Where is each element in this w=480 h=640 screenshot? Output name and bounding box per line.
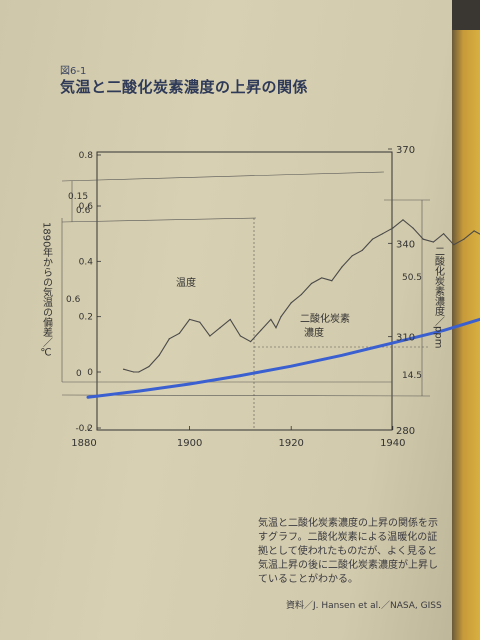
y-left-tick-label: 0.8	[79, 151, 94, 161]
temperature-point	[331, 280, 333, 282]
temperature-point	[341, 266, 343, 268]
annot-left-0: 0	[76, 369, 82, 379]
figure-number: 図6-1	[60, 66, 87, 77]
temperature-point	[382, 233, 384, 235]
temperature-point	[260, 329, 262, 332]
co2-point	[290, 365, 293, 368]
temperature-point	[270, 318, 272, 321]
temperature-point	[321, 277, 323, 279]
co2-point	[239, 374, 242, 377]
temperature-point	[310, 282, 313, 285]
temperature-point	[209, 335, 211, 337]
temperature-point	[229, 318, 231, 321]
guide-temp-peak-line	[61, 217, 257, 223]
y-left-tick-label: -0.2	[75, 424, 93, 434]
temperature-point	[432, 241, 435, 243]
temperature-point	[402, 219, 404, 221]
temperature-point	[122, 368, 125, 370]
co2-point	[87, 396, 89, 399]
temperature-point	[280, 316, 282, 318]
y-left-tick-label: 0	[87, 368, 93, 378]
temperature-point	[219, 327, 221, 329]
temperature-point	[239, 335, 241, 337]
figure-title: 気温と二酸化炭素濃度の上昇の関係	[60, 78, 309, 96]
temperature-point	[249, 340, 252, 343]
temperature-point	[189, 318, 191, 321]
y-left-tick-label: 0.6	[79, 202, 94, 212]
guide-base-line	[61, 394, 431, 397]
annot-co2-label: 二酸化炭素濃度	[300, 312, 350, 339]
x-tick-label: 1900	[177, 438, 202, 449]
x-tick-label: 1920	[278, 438, 303, 449]
y-left-tick-label: 0.4	[79, 257, 94, 267]
temperature-point	[199, 321, 201, 323]
temperature-point	[371, 238, 374, 240]
annot-left-0-6-upper: 0.6	[76, 206, 91, 216]
temperature-point	[290, 302, 292, 304]
temperature-point	[422, 238, 424, 240]
temperature-point	[361, 249, 363, 251]
annot-right-50-5: 50.5	[402, 273, 422, 283]
annot-temperature-label: 温度	[176, 276, 196, 289]
temperature-point	[463, 238, 465, 240]
y-right-tick-label: 370	[396, 145, 415, 156]
temperature-point	[412, 227, 414, 229]
temperature-point	[148, 365, 150, 368]
temperature-point	[300, 293, 302, 296]
annot-right-14-5: 14.5	[402, 371, 422, 381]
temperature-point	[275, 327, 277, 329]
temperature-point	[351, 255, 353, 257]
temperature-point	[392, 227, 394, 229]
y-right-tick-label: 340	[396, 239, 415, 250]
x-tick-label: 1880	[71, 438, 96, 449]
y-left-tick-label: 0.2	[79, 313, 93, 323]
figure-caption: 気温と二酸化炭素濃度の上昇の関係を示すグラフ。二酸化炭素による温暖化の証拠として…	[258, 518, 438, 585]
y-right-tick-label: 280	[396, 426, 415, 437]
book-page	[0, 0, 452, 640]
plot-frame	[96, 151, 393, 431]
co2-point	[138, 390, 140, 392]
temperature-point	[168, 338, 170, 340]
co2-point	[188, 383, 191, 385]
temperature-point	[178, 332, 181, 334]
co2-point	[341, 354, 343, 357]
temperature-point	[133, 371, 135, 373]
temperature-point	[443, 233, 445, 235]
x-tick-label: 1940	[380, 438, 405, 449]
series-line-co2	[86, 317, 480, 399]
y-left-axis-title: 1890年からの気温の偏差／℃	[40, 222, 52, 358]
co2-point	[442, 329, 445, 332]
y-right-axis-title: 二酸化炭素濃度／ppm	[433, 246, 445, 348]
temperature-point	[138, 371, 140, 373]
co2-point	[468, 321, 470, 324]
co2-point	[392, 342, 394, 344]
temperature-point	[158, 354, 160, 356]
book-edge	[452, 30, 480, 640]
annot-left-0-6-span: 0.6	[66, 295, 81, 305]
temperature-point	[473, 230, 475, 232]
annot-left-0-15: 0.15	[68, 192, 88, 202]
series-line-temperature	[123, 219, 480, 373]
temperature-point	[453, 244, 455, 246]
figure-source: 資料／J. Hansen et al.／NASA, GISS	[286, 601, 442, 611]
guide-top-line	[61, 171, 385, 182]
y-right-tick-label: 310	[396, 333, 415, 344]
